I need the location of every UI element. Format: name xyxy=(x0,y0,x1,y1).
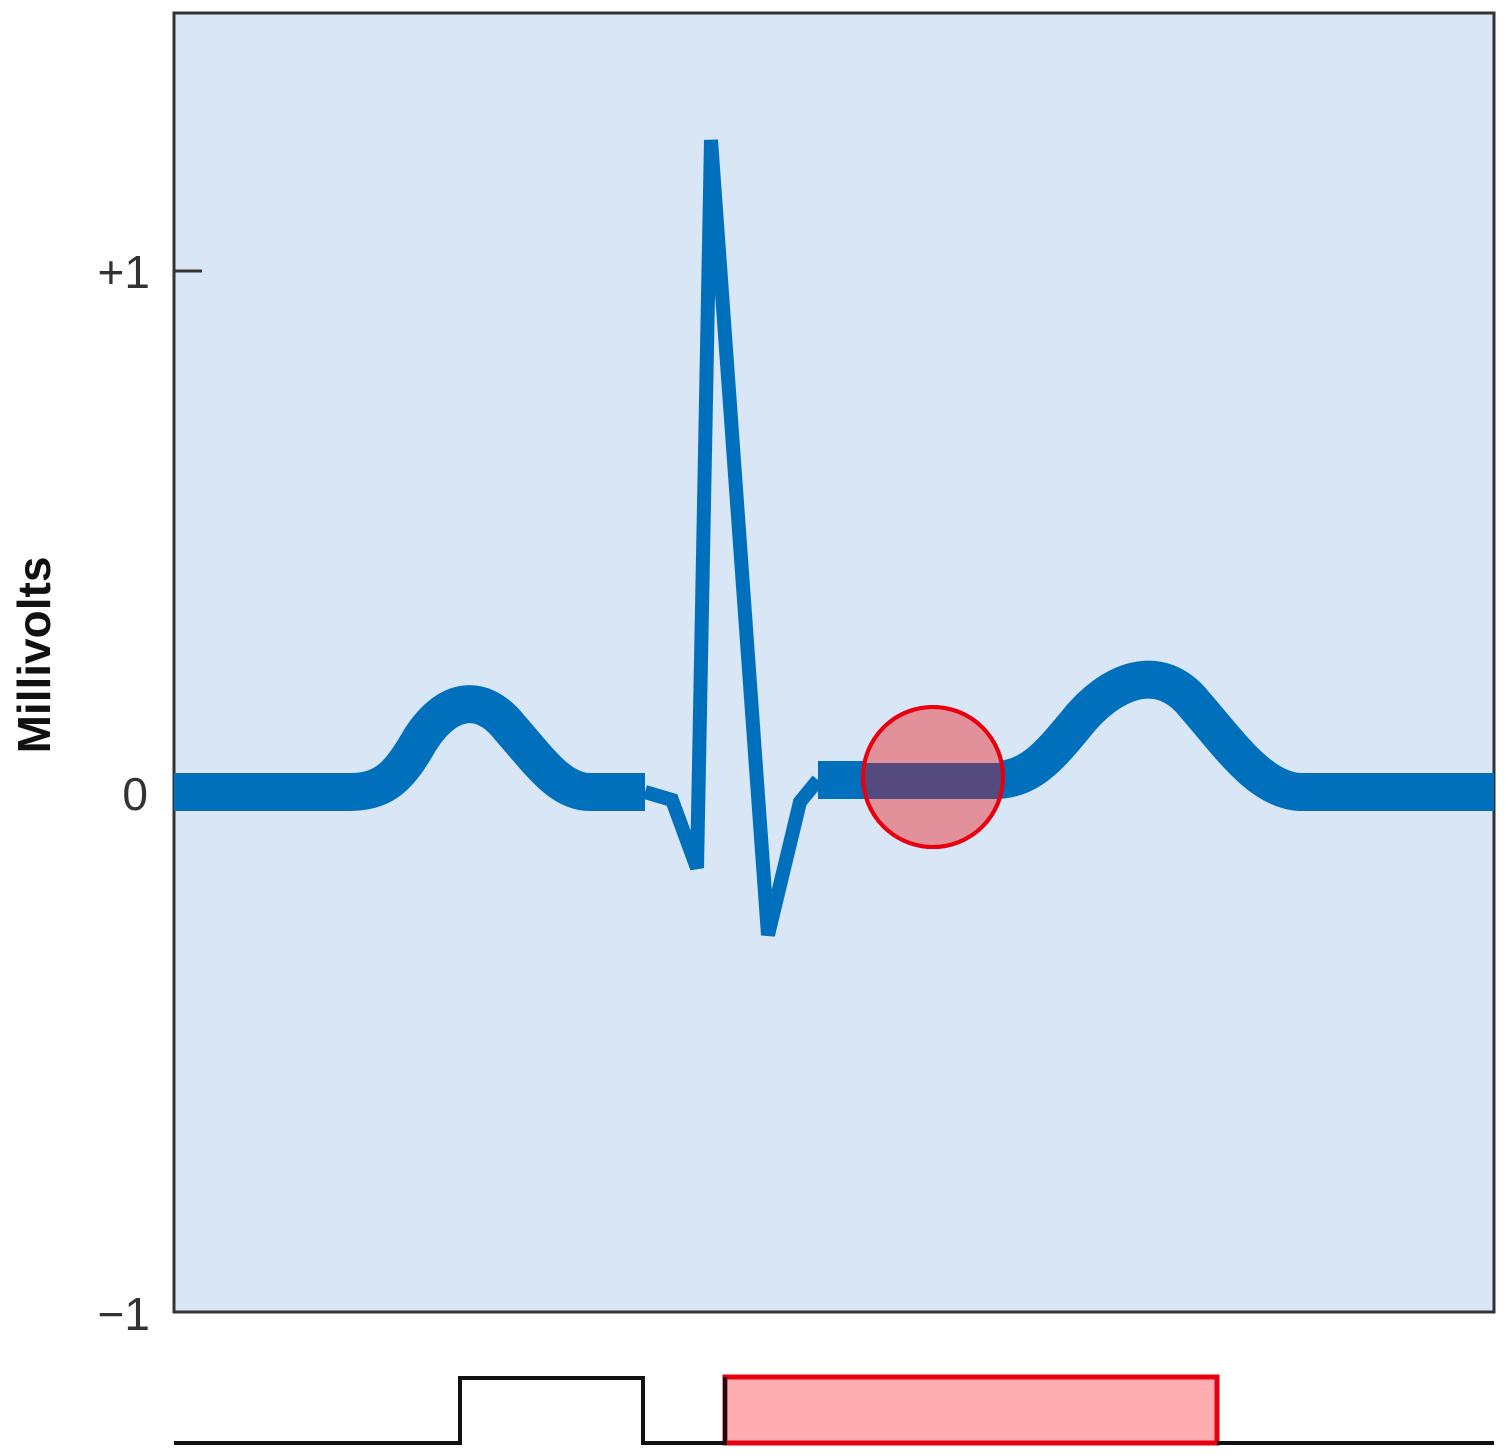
plot-area xyxy=(172,11,1496,1314)
timing-step-line xyxy=(174,1376,1494,1445)
tick-label-zero: 0 xyxy=(122,768,148,820)
tick-label-minus-one: −1 xyxy=(98,1288,150,1340)
tick-label-plus-one: +1 xyxy=(98,246,150,298)
st-segment-overlap xyxy=(864,763,1002,799)
interval-highlight-bar xyxy=(722,1374,1220,1446)
y-axis-title: Millivolts xyxy=(8,557,60,754)
qrs-complex xyxy=(643,139,824,937)
st-segment-circle-outline xyxy=(861,705,1005,849)
ecg-trace-thick xyxy=(174,660,1494,811)
